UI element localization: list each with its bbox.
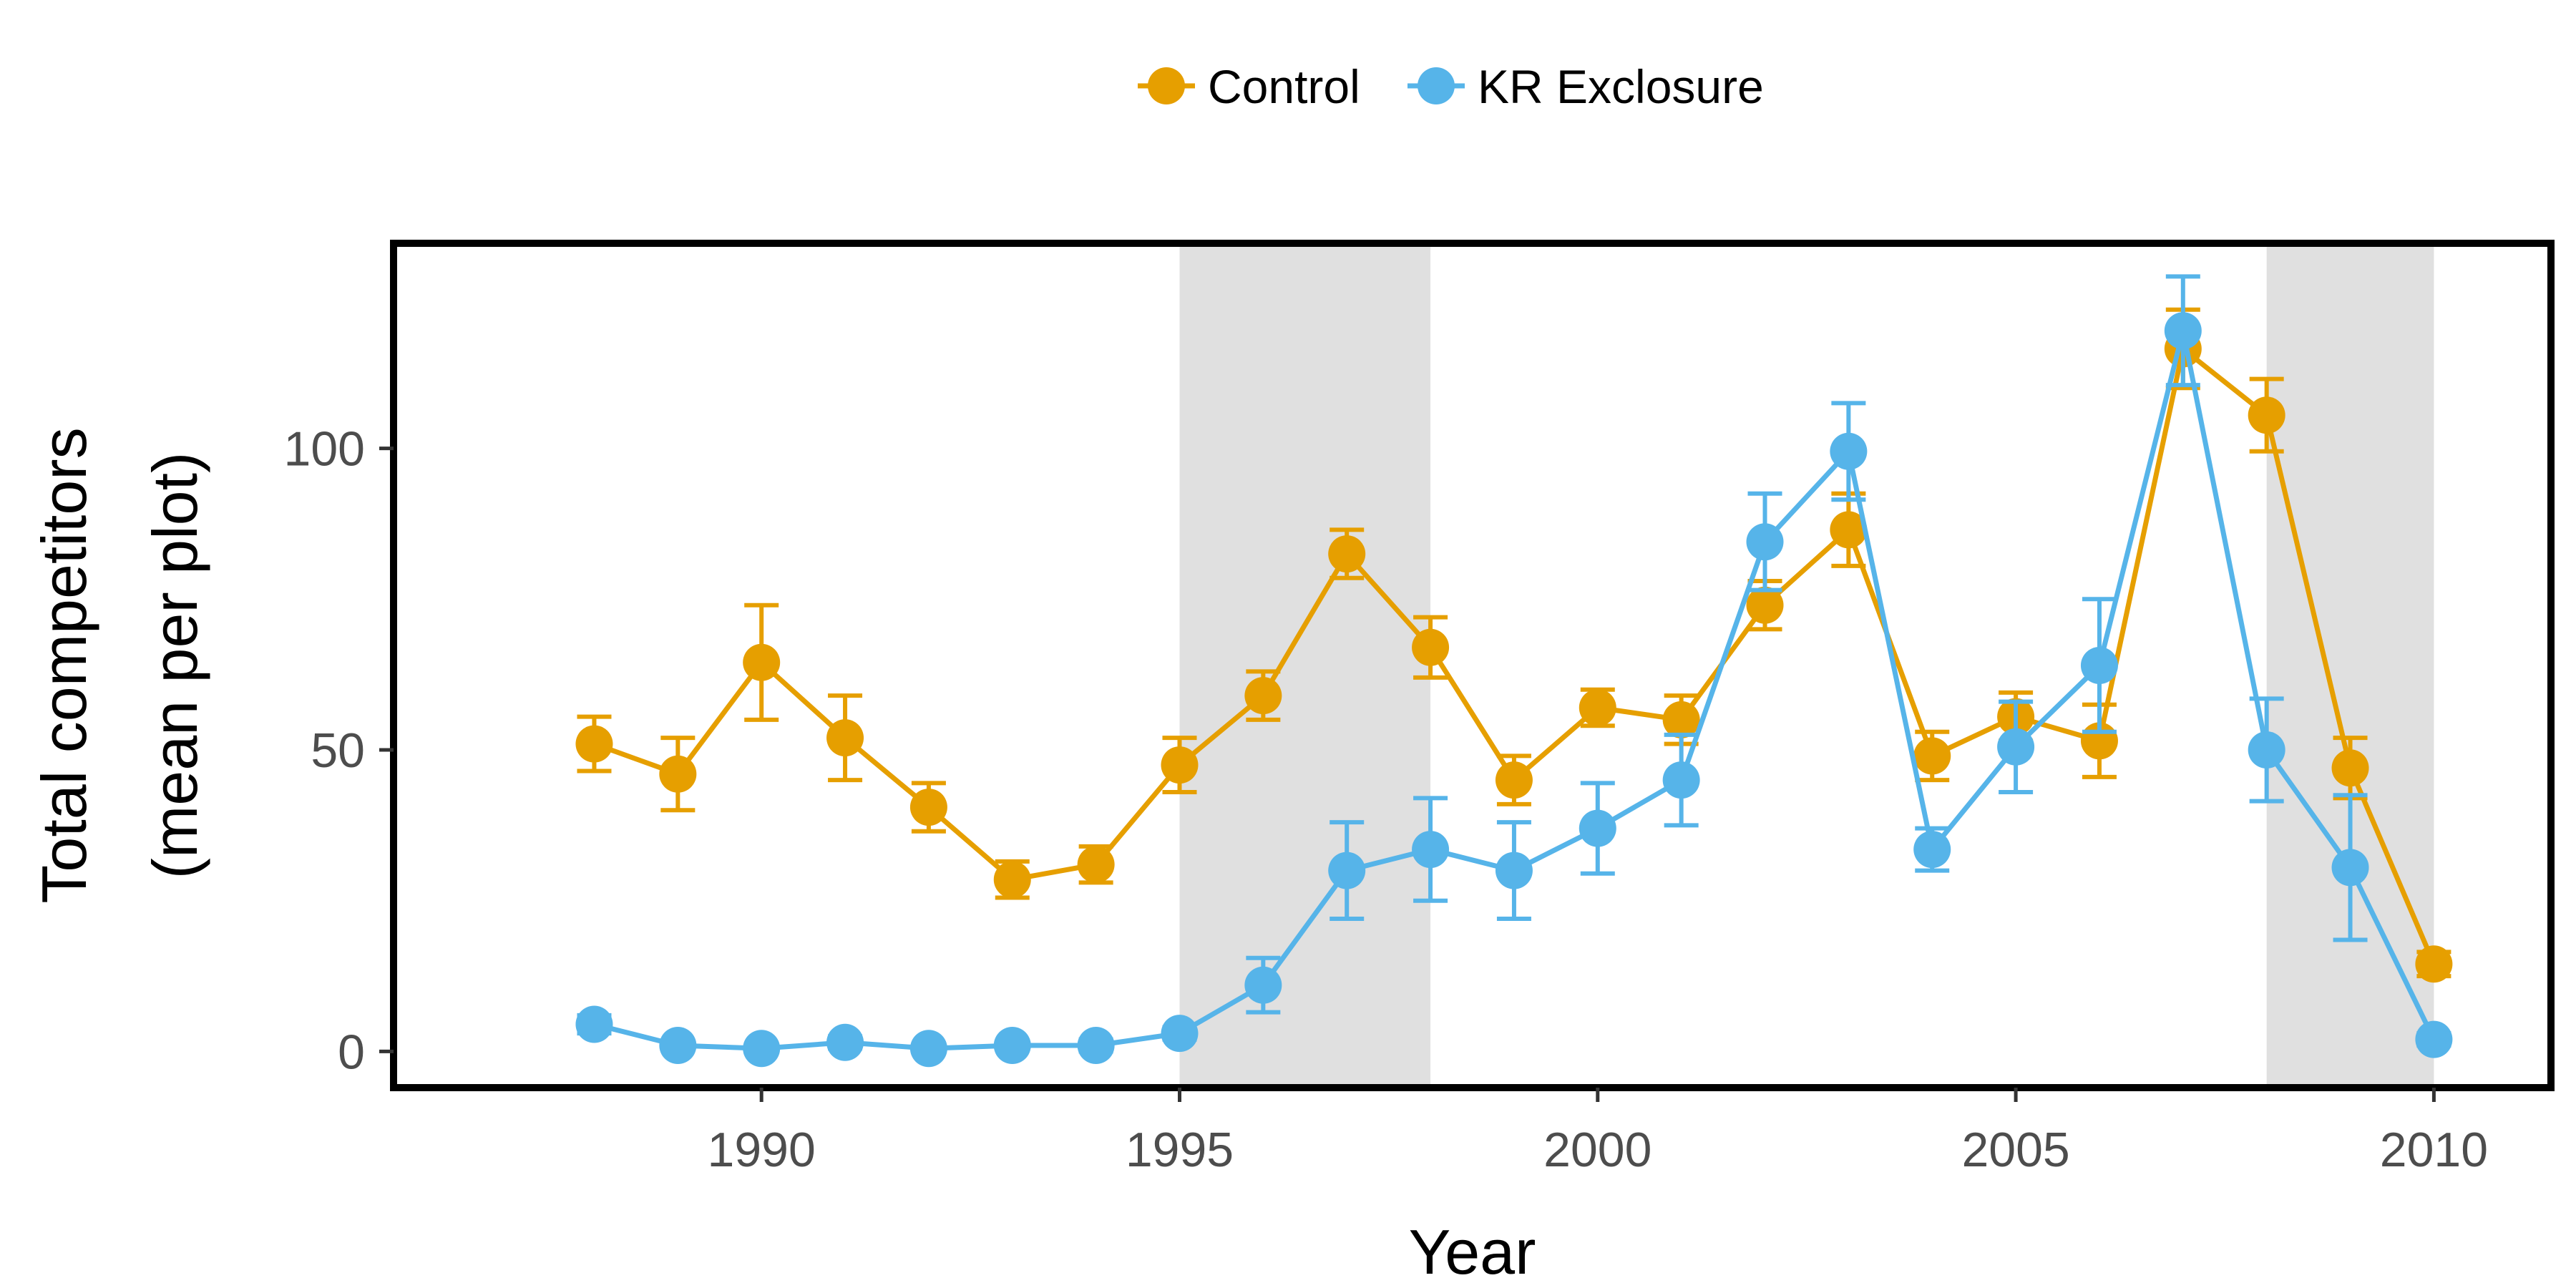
y-axis-title: Total competitors bbox=[29, 427, 99, 903]
legend-label: Control bbox=[1208, 60, 1360, 113]
series-kr-exclosure bbox=[575, 274, 2453, 1068]
x-tick-label: 2000 bbox=[1543, 1123, 1652, 1177]
data-point bbox=[1746, 586, 1784, 624]
legend-swatch-marker bbox=[1418, 67, 1455, 104]
data-point bbox=[1412, 831, 1450, 869]
data-point bbox=[1077, 1027, 1115, 1064]
y-axis-ticks: 0 50 100 bbox=[284, 422, 394, 1079]
data-point bbox=[1579, 689, 1616, 726]
plot-border bbox=[390, 240, 2555, 1091]
data-point bbox=[1746, 523, 1784, 561]
legend-item: KR Exclosure bbox=[1407, 60, 1764, 113]
x-axis-title: Year bbox=[1409, 1216, 1536, 1287]
data-point bbox=[575, 1005, 613, 1043]
y-tick-label: 100 bbox=[284, 422, 365, 477]
data-point bbox=[909, 789, 947, 826]
x-tick-label: 2005 bbox=[1961, 1123, 2069, 1177]
data-point bbox=[2415, 945, 2453, 983]
data-point bbox=[1077, 846, 1115, 884]
data-point bbox=[2248, 731, 2285, 769]
data-point bbox=[1913, 831, 1951, 869]
shaded-region bbox=[2266, 243, 2434, 1088]
y-tick-label: 0 bbox=[338, 1025, 365, 1079]
series-layer bbox=[575, 274, 2453, 1068]
data-point bbox=[1913, 737, 1951, 775]
data-point bbox=[1997, 728, 2035, 766]
axes: 1990 1995 2000 2005 2010 0 50 100 bbox=[284, 240, 2555, 1177]
x-tick-label: 1990 bbox=[708, 1123, 816, 1177]
data-point bbox=[909, 1030, 947, 1068]
data-point bbox=[1328, 535, 1366, 573]
data-point bbox=[1579, 809, 1616, 847]
x-tick-label: 2010 bbox=[2380, 1123, 2488, 1177]
data-point bbox=[993, 861, 1031, 899]
legend-swatch-marker bbox=[1148, 67, 1185, 104]
data-point bbox=[1495, 761, 1533, 799]
legend-label: KR Exclosure bbox=[1478, 60, 1764, 113]
legend: Control KR Exclosure bbox=[1138, 60, 1764, 113]
data-point bbox=[2415, 1020, 2453, 1058]
data-point bbox=[1244, 677, 1282, 715]
data-point bbox=[575, 725, 613, 763]
data-point bbox=[1662, 701, 1700, 738]
y-tick-label: 50 bbox=[311, 723, 365, 778]
data-point bbox=[1830, 511, 1868, 549]
data-point bbox=[743, 643, 781, 681]
data-point bbox=[2331, 749, 2369, 787]
x-tick-label: 1995 bbox=[1126, 1123, 1234, 1177]
data-point bbox=[659, 1027, 697, 1064]
x-axis-ticks: 1990 1995 2000 2005 2010 bbox=[708, 1088, 2488, 1177]
data-point bbox=[2080, 647, 2118, 684]
data-point bbox=[1161, 1015, 1199, 1053]
legend-item: Control bbox=[1138, 60, 1360, 113]
data-point bbox=[826, 719, 864, 757]
data-point bbox=[1412, 628, 1450, 666]
data-point bbox=[1328, 852, 1366, 889]
data-point bbox=[1830, 432, 1868, 470]
data-point bbox=[993, 1027, 1031, 1064]
data-point bbox=[743, 1030, 781, 1068]
data-point bbox=[2248, 396, 2285, 434]
data-point bbox=[2331, 849, 2369, 887]
series-line bbox=[593, 328, 2436, 1051]
data-point bbox=[659, 755, 697, 793]
data-point bbox=[826, 1023, 864, 1061]
shaded-regions bbox=[1179, 243, 2434, 1088]
data-point bbox=[1161, 746, 1199, 784]
data-point bbox=[1244, 966, 1282, 1004]
data-point bbox=[1662, 761, 1700, 799]
y-axis-subtitle: (mean per plot) bbox=[140, 452, 210, 879]
data-point bbox=[2164, 312, 2202, 350]
data-point bbox=[1495, 852, 1533, 889]
shaded-region bbox=[1179, 243, 1431, 1088]
